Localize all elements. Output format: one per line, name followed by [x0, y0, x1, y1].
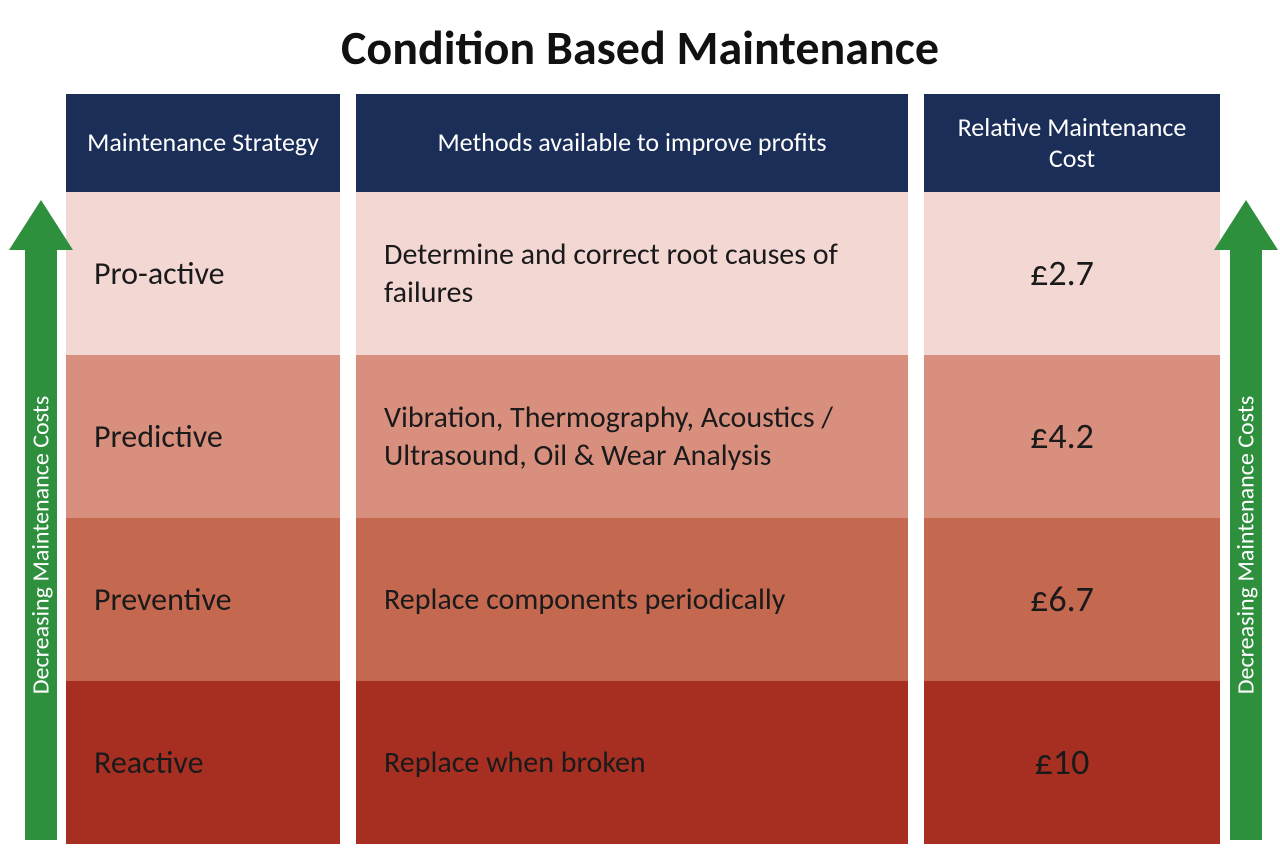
method-text: Vibration, Thermography, Acoustics / Ult…	[384, 399, 888, 474]
method-text: Replace components periodically	[384, 581, 785, 619]
table-row: Replace when broken	[356, 681, 908, 844]
method-text: Replace when broken	[384, 744, 646, 782]
arrow-label: Decreasing Maintenance Costs	[27, 396, 56, 694]
table-row: £6.7	[924, 518, 1220, 681]
page: Condition Based Maintenance Maintenance …	[0, 0, 1280, 855]
col-methods-header: Methods available to improve profits	[356, 94, 908, 192]
right-arrow: Decreasing Maintenance Costs	[1230, 200, 1262, 840]
arrow-shaft: Decreasing Maintenance Costs	[1230, 250, 1262, 840]
col-strategy: Maintenance Strategy Pro-active Predicti…	[66, 94, 340, 844]
strategy-label: Reactive	[94, 743, 203, 783]
cost-value: £10	[1035, 740, 1090, 785]
table-row: Reactive	[66, 681, 340, 844]
table-row: Pro-active	[66, 192, 340, 355]
table-row: £4.2	[924, 355, 1220, 518]
strategy-label: Predictive	[94, 417, 223, 457]
arrow-up-icon	[9, 200, 73, 250]
col-methods: Methods available to improve profits Det…	[356, 94, 908, 844]
cost-value: £2.7	[1030, 251, 1094, 296]
table-row: Preventive	[66, 518, 340, 681]
col-cost-header-text: Relative Maintenance Cost	[940, 112, 1204, 174]
left-arrow: Decreasing Maintenance Costs	[25, 200, 57, 840]
cost-value: £6.7	[1030, 577, 1094, 622]
table-row: Vibration, Thermography, Acoustics / Ult…	[356, 355, 908, 518]
col-cost: Relative Maintenance Cost £2.7 £4.2 £6.7…	[924, 94, 1220, 844]
page-title: Condition Based Maintenance	[0, 18, 1280, 77]
col-strategy-header-text: Maintenance Strategy	[87, 127, 319, 158]
arrow-shaft: Decreasing Maintenance Costs	[25, 250, 57, 840]
table-row: Predictive	[66, 355, 340, 518]
table-row: Replace components periodically	[356, 518, 908, 681]
col-methods-header-text: Methods available to improve profits	[437, 127, 826, 158]
col-cost-header: Relative Maintenance Cost	[924, 94, 1220, 192]
strategy-label: Pro-active	[94, 254, 225, 294]
cost-value: £4.2	[1030, 414, 1094, 459]
method-text: Determine and correct root causes of fai…	[384, 236, 888, 311]
arrow-up-icon	[1214, 200, 1278, 250]
table-row: £2.7	[924, 192, 1220, 355]
col-strategy-header: Maintenance Strategy	[66, 94, 340, 192]
table-row: Determine and correct root causes of fai…	[356, 192, 908, 355]
strategy-label: Preventive	[94, 580, 232, 620]
arrow-label: Decreasing Maintenance Costs	[1232, 396, 1261, 694]
table-row: £10	[924, 681, 1220, 844]
